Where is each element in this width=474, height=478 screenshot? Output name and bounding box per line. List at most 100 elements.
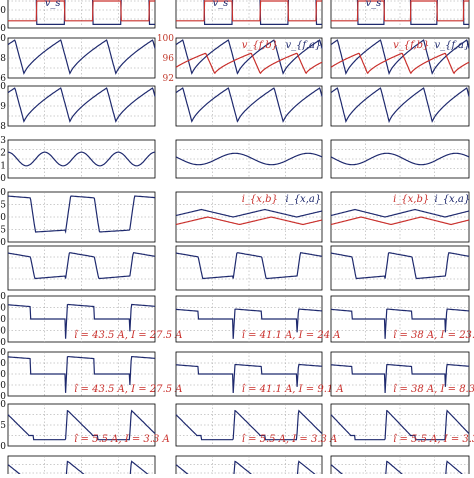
panel-r8-c1: î = 5.5 A, I = 3.3 A — [175, 403, 338, 447]
series-line-v_{f,b} — [330, 52, 470, 75]
y-tick-label: 400 — [0, 82, 6, 92]
panel-r5-c2 — [330, 245, 470, 291]
y-tick-label: 46 — [0, 74, 6, 84]
series-line-s1 — [8, 0, 155, 22]
annotation-label: î = 41.1 A, I = 24 A — [242, 330, 341, 341]
y-tick-label: 0 — [0, 213, 6, 223]
panel-r9-c1 — [175, 455, 323, 478]
y-tick-label: 30 — [0, 174, 6, 184]
y-tick-label: 0 — [0, 442, 6, 452]
annotation-label: î = 43.5 A, I = 27.5 A — [74, 384, 182, 395]
annotation-label: i_{x,b} — [242, 194, 278, 205]
series-line-s0 — [8, 356, 156, 393]
annotation-label: v_s — [213, 0, 229, 9]
series-line-s0 — [7, 409, 156, 441]
series-line-s0 — [7, 87, 156, 123]
series-line-s0 — [7, 39, 156, 75]
series-line-i_{x,a} — [175, 208, 323, 218]
y-tick-label: 25 — [0, 201, 6, 211]
series-line-i_{x,b} — [330, 216, 470, 226]
series-line-s0 — [175, 252, 323, 280]
series-line-s0 — [175, 363, 323, 394]
y-tick-label-right: 96 — [163, 54, 175, 64]
y-tick-label: 30 — [0, 359, 6, 369]
y-tick-label: 399 — [0, 102, 6, 112]
y-tick-label: -30 — [0, 381, 6, 391]
series-line-s0 — [330, 152, 470, 166]
y-tick-label: 60 — [0, 292, 6, 302]
y-tick-label: 0 — [0, 370, 6, 380]
panel-r4-c0: 60 25 0 -25 -60 — [0, 188, 156, 248]
panel-r0-c1: v_s — [175, 0, 323, 29]
y-tick-label: 5 — [0, 421, 6, 431]
y-tick-label: 48 — [0, 54, 6, 64]
y-tick-label: -250 — [0, 6, 6, 16]
y-tick-label: 50 — [0, 34, 6, 44]
panel-frame — [330, 85, 470, 127]
y-tick-label: 31 — [0, 161, 6, 171]
series-line-s0 — [331, 308, 469, 339]
panel-r8-c0: 10 5 0 î = 5.5 A, I = 3.3 A — [0, 400, 170, 452]
y-tick-label: 398 — [0, 122, 6, 132]
series-line-s0 — [8, 195, 155, 234]
panel-r5-c1 — [175, 245, 323, 291]
panel-r4-c2: i_{x,b} i_{x,a} — [330, 191, 470, 243]
panel-r0-c2: v_s — [330, 0, 470, 29]
panel-r8-c2: î = 5.5 A, I = 3.3 A — [330, 403, 474, 447]
panel-r3-c1 — [175, 139, 323, 179]
series-line-s0 — [330, 363, 470, 394]
annotation-label: v_{f,b} — [393, 40, 429, 51]
panel-r2-c0: 400 399 398 — [0, 82, 156, 132]
series-line-s0 — [175, 460, 321, 478]
series-line-s1 — [176, 0, 322, 22]
panel-r7-c0: 60300-30-60 î = 43.5 A, I = 27.5 A — [0, 348, 182, 402]
annotation-label: î = 43.5 A, I = 27.5 A — [74, 330, 182, 341]
series-line-s0 — [175, 152, 323, 166]
series-line-v_{f,b} — [175, 52, 323, 75]
panel-r2-c1 — [175, 85, 323, 127]
y-tick-label-right: 100 — [157, 34, 174, 44]
annotation-label: v_s — [45, 0, 61, 9]
y-tick-label: -500 — [0, 24, 6, 34]
series-line-s0 — [8, 151, 155, 167]
series-line-i_{x,a} — [330, 208, 470, 218]
panel-r9-c2 — [330, 455, 470, 478]
y-tick-label: 30 — [0, 304, 6, 314]
annotation-label: î = 38 A, I = 23.7 A — [393, 330, 474, 341]
panel-r3-c0: 33 32 31 30 — [0, 136, 156, 184]
series-line-i_{x,b} — [175, 216, 323, 226]
series-line-s0 — [175, 87, 323, 123]
series-line-s0 — [330, 252, 470, 280]
annotation-label: î = 38 A, I = 8.3 A — [393, 384, 474, 395]
y-tick-label: 10 — [0, 400, 6, 410]
annotation-label: î = 5.5 A, I = 3.3 A — [242, 434, 338, 445]
panel-r1-c0: 50 48 46 — [0, 34, 156, 84]
panel-r3-c2 — [330, 139, 470, 179]
annotation-label: v_{f,b} — [242, 40, 278, 51]
y-tick-label: -25 — [0, 226, 6, 236]
annotation-label: i_{x,b} — [393, 194, 429, 205]
annotation-label: v_s — [366, 0, 382, 9]
y-tick-label: 33 — [0, 136, 6, 146]
series-line-s0 — [330, 460, 468, 478]
panel-r2-c2 — [330, 85, 470, 127]
y-tick-label: 60 — [0, 348, 6, 358]
annotation-label: î = 5.5 A, I = 3.3 A — [393, 434, 474, 445]
panel-r6-c1: î = 41.1 A, I = 24 A — [175, 295, 341, 343]
y-tick-label: -60 — [0, 338, 6, 348]
panel-r0-c0: 0-250-500v_s — [0, 0, 156, 34]
y-tick-label: -30 — [0, 327, 6, 337]
panel-r5-c0 — [7, 245, 156, 291]
series-line-s1 — [331, 0, 469, 22]
annotation-label: î = 5.5 A, I = 3.3 A — [74, 434, 170, 445]
y-tick-label-right: 92 — [163, 74, 174, 84]
panel-r7-c1: î = 41.1 A, I = 9.1 A — [175, 351, 344, 397]
series-line-s0 — [175, 409, 323, 441]
series-line-s0 — [330, 87, 470, 124]
y-tick-label: -60 — [0, 238, 6, 248]
series-line-s0 — [176, 308, 322, 339]
panel-r1-c2: v_{f,b} v_{f,a} — [330, 37, 470, 79]
panel-r1-c1: 100 96 92 v_{f,b} v_{f,a} — [157, 34, 323, 84]
